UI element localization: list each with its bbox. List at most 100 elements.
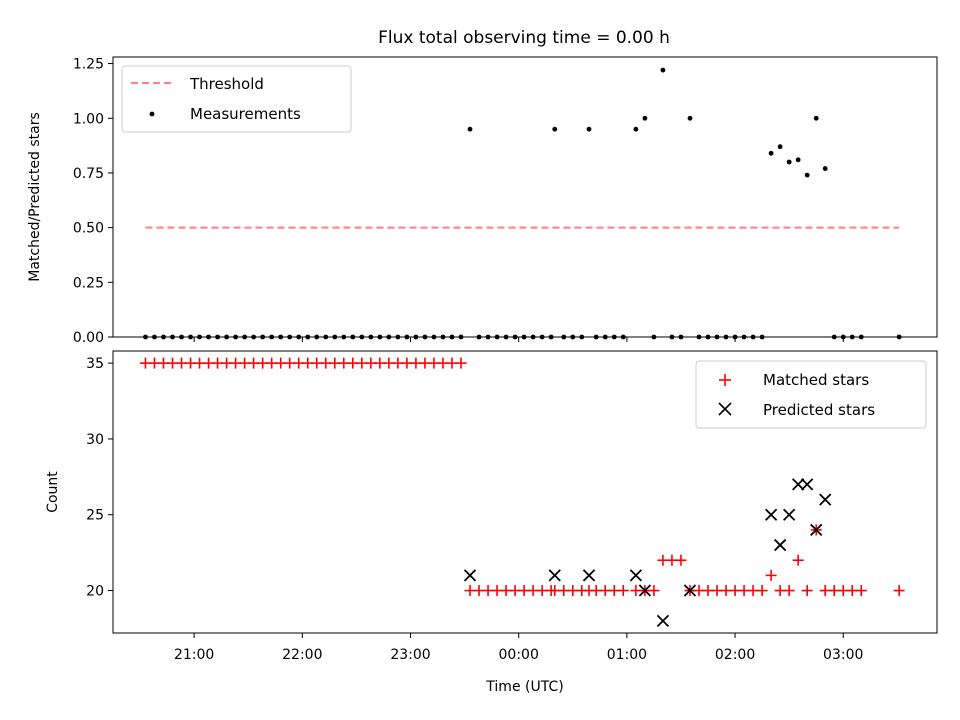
bottom-y-tick-label: 20 <box>86 584 104 600</box>
measurement-point <box>386 334 392 340</box>
measurement-point <box>359 334 365 340</box>
matched-star-point <box>765 569 777 581</box>
measurement-point <box>143 334 148 340</box>
measurement-point <box>813 115 819 121</box>
measurement-point <box>840 334 846 340</box>
measurement-point <box>476 334 482 340</box>
measurement-point <box>651 334 657 340</box>
chart-title: Flux total observing time = 0.00 h <box>378 28 670 48</box>
count-points <box>139 357 905 628</box>
measurement-point <box>741 334 747 340</box>
measurement-point <box>368 334 374 340</box>
measurement-point <box>552 126 558 132</box>
top-y-tick-label: 0.25 <box>73 275 104 291</box>
measurement-point <box>804 172 810 178</box>
top-legend-box <box>121 65 352 133</box>
measurement-point <box>678 334 684 340</box>
measurement-point <box>561 334 567 340</box>
measurements-legend-label: Measurements <box>190 105 301 123</box>
measurement-point <box>260 334 266 340</box>
measurement-point <box>750 334 756 340</box>
measurement-point <box>723 334 729 340</box>
measurement-point <box>224 334 229 340</box>
predicted-star-point <box>656 614 670 628</box>
measurement-point <box>696 334 702 340</box>
bottom-legend-box <box>695 360 927 429</box>
measurement-point <box>777 144 783 150</box>
predicted-star-point <box>683 584 697 597</box>
measurement-point <box>633 126 639 132</box>
matched-star-point <box>893 585 905 597</box>
measurement-point <box>395 334 401 340</box>
measurement-point <box>170 334 175 340</box>
measurement-point <box>579 334 585 340</box>
measurement-point <box>242 334 248 340</box>
measurement-point <box>896 334 902 340</box>
predicted-star-point <box>638 584 652 597</box>
predicted-star-point <box>773 538 787 552</box>
matched-star-point <box>792 554 804 566</box>
measurements-legend-swatch <box>149 111 155 117</box>
top-y-tick-label: 0.50 <box>73 221 104 237</box>
flux-ratio-panel: 0.00 0.25 0.50 0.75 1.00 1.25 Matched/Predict… <box>27 56 938 346</box>
measurement-point <box>377 334 383 340</box>
measurement-point <box>350 334 356 340</box>
top-y-tick-label: 1.25 <box>73 57 104 73</box>
measurement-point <box>404 334 410 340</box>
measurement-point <box>233 334 239 340</box>
measurement-point <box>503 334 509 340</box>
predicted-star-point <box>801 478 814 491</box>
bottom-y-ticks: 20 25 30 35 <box>86 356 113 600</box>
measurement-point <box>431 334 437 340</box>
measurement-point <box>732 334 738 340</box>
x-tick-label: 01:00 <box>607 647 647 663</box>
predicted-star-point <box>548 569 561 582</box>
top-y-tick-label: 0.75 <box>73 166 104 182</box>
matched-star-point <box>648 585 660 597</box>
matched-legend-swatch <box>719 374 731 386</box>
measurement-point <box>548 334 554 340</box>
measurement-point <box>822 166 828 171</box>
measurement-point <box>687 115 693 121</box>
measurement-point <box>269 334 275 340</box>
measurement-point <box>714 334 720 340</box>
predicted-legend-label: Predicted stars <box>763 401 875 419</box>
predicted-star-point <box>764 508 778 521</box>
top-y-ticks: 0.00 0.25 0.50 0.75 1.00 1.25 <box>73 57 113 346</box>
measurement-point <box>287 334 293 340</box>
predicted-star-point <box>629 569 643 582</box>
predicted-legend-swatch <box>718 402 732 416</box>
measurement-point <box>512 334 518 340</box>
measurement-point <box>278 334 284 340</box>
measurement-point <box>669 334 675 340</box>
measurement-point <box>440 334 446 340</box>
top-y-axis-label: Matched/Predicted stars <box>27 112 43 282</box>
measurement-point <box>215 334 220 340</box>
predicted-star-point <box>582 569 596 582</box>
measurement-point <box>341 334 347 340</box>
matched-star-point <box>855 585 867 597</box>
measurement-point <box>422 334 428 340</box>
matched-star-point <box>783 585 795 597</box>
measurement-point <box>795 157 801 163</box>
x-tick-label: 00:00 <box>499 647 539 663</box>
measurement-point <box>197 334 202 340</box>
measurement-point <box>642 115 648 121</box>
measurement-point <box>759 334 765 340</box>
measurement-point <box>768 150 774 156</box>
measurement-point <box>413 334 419 340</box>
measurement-point <box>494 334 500 340</box>
matched-star-point <box>617 585 629 597</box>
measurement-point <box>179 334 184 340</box>
measurement-point <box>323 334 329 340</box>
bottom-y-tick-label: 35 <box>86 356 104 372</box>
measurement-point <box>849 334 855 340</box>
measurement-point <box>467 126 473 132</box>
measurement-point <box>530 334 536 340</box>
matched-star-point <box>455 357 467 369</box>
predicted-star-point <box>792 478 805 491</box>
predicted-star-point <box>463 569 477 582</box>
top-y-tick-label: 0.00 <box>73 330 104 346</box>
measurement-point <box>705 334 711 340</box>
